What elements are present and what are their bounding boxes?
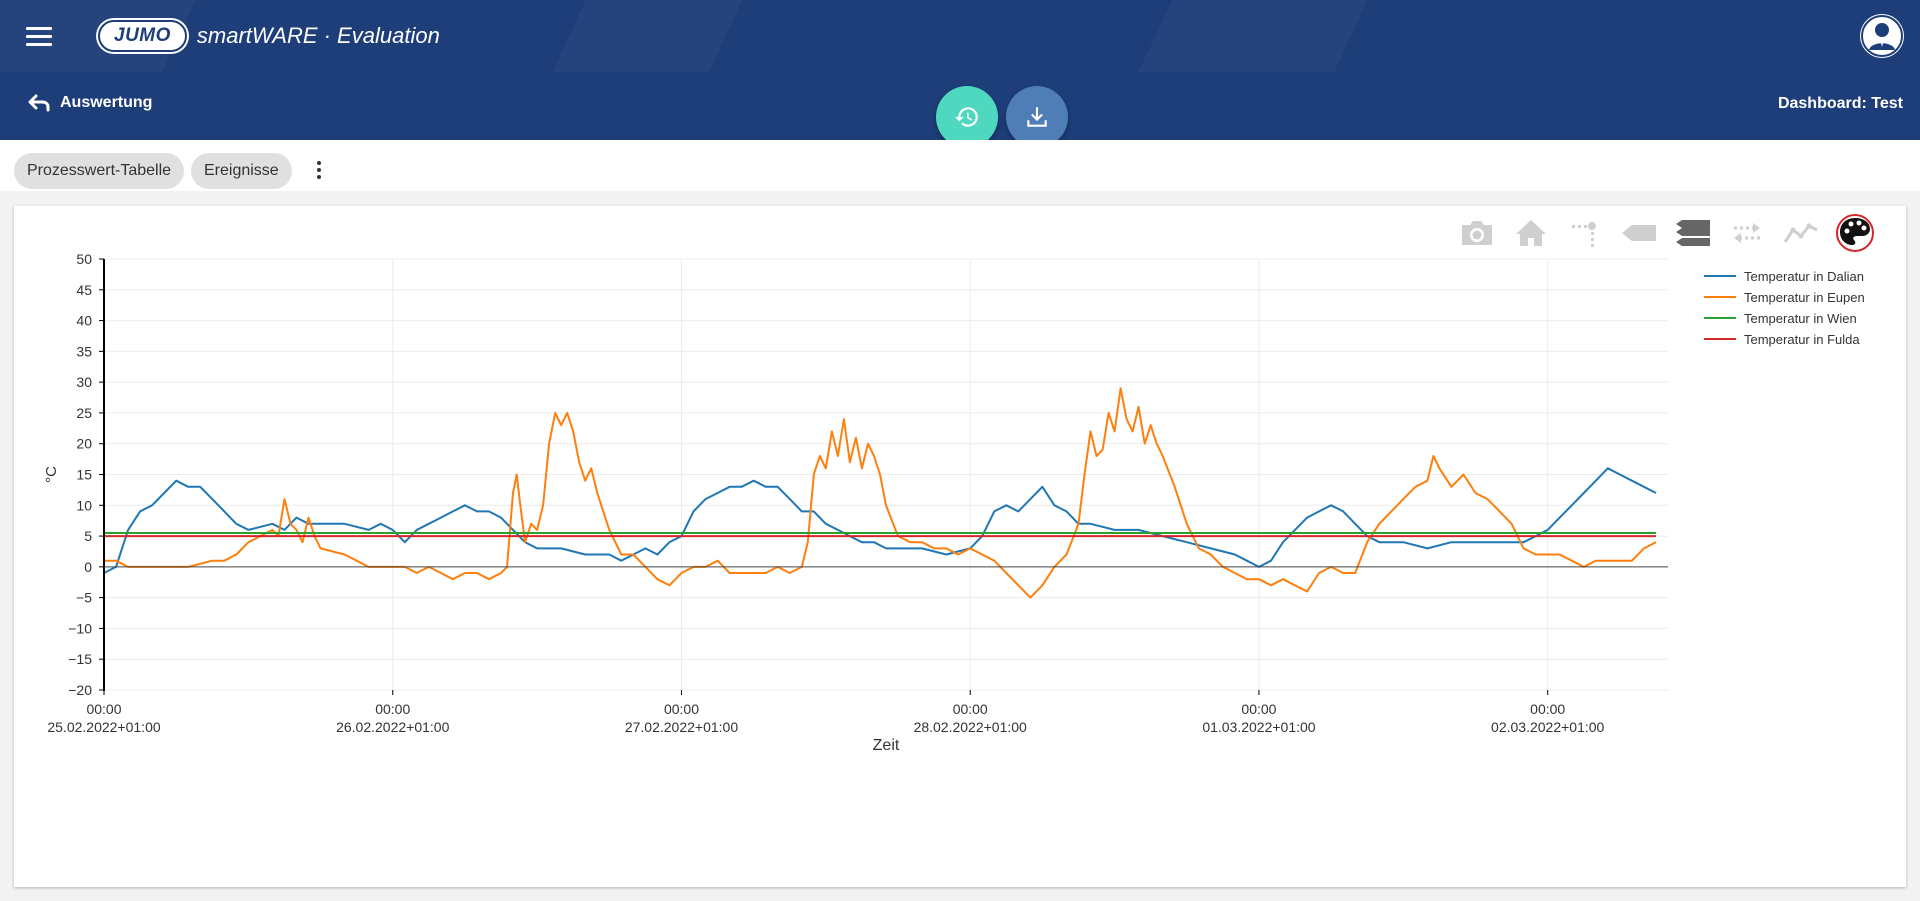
legend-item: Temperatur in Wien: [1744, 311, 1857, 326]
tab-events[interactable]: Ereignisse: [191, 153, 292, 189]
y-tick-label: 40: [76, 313, 92, 329]
y-tick-label: −10: [68, 620, 92, 636]
temperature-chart: −20 −15 −10 −5 0 5 10 15 20 25 30 35 40 45 50 00:00 25.…: [43, 251, 1865, 754]
app-title: smartWARE · Evaluation: [196, 23, 440, 48]
home-icon[interactable]: [1510, 212, 1552, 254]
dashboard-title: Dashboard: Test: [1777, 95, 1903, 112]
x-tick-date: 25.02.2022+01:00: [47, 719, 160, 735]
y-tick-label: 0: [84, 559, 92, 575]
x-tick-date: 26.02.2022+01:00: [336, 719, 449, 735]
download-button[interactable]: [1006, 86, 1068, 148]
toggle-arrows-icon[interactable]: [1726, 212, 1768, 254]
x-axis-ticks: 00:00 25.02.2022+01:00 00:00 26.02.2022+01:…: [47, 690, 1605, 735]
logo-badge: JUMO: [98, 20, 187, 52]
series-line-dalian: [103, 467, 1657, 574]
tab-process-value-table[interactable]: Prozesswert-Tabelle: [14, 153, 185, 189]
history-icon: [955, 107, 978, 127]
tab-toolbar: Prozesswert-Tabelle Ereignisse: [0, 140, 1920, 191]
x-tick-time: 00:00: [1241, 701, 1276, 717]
series-line-eupen: [104, 387, 1657, 599]
x-tick-date: 27.02.2022+01:00: [625, 719, 738, 735]
y-tick-label: 10: [76, 497, 92, 513]
hover-compare-icon[interactable]: [1672, 212, 1714, 254]
x-tick-time: 00:00: [86, 701, 121, 717]
chart-legend: Temperatur in Dalian Temperatur in Eupen T…: [1704, 269, 1865, 347]
legend-item: Temperatur in Fulda: [1744, 332, 1860, 347]
y-tick-label: −20: [68, 682, 92, 698]
chart-modebar: [1456, 212, 1876, 254]
x-tick-date: 28.02.2022+01:00: [914, 719, 1027, 735]
hover-closest-icon[interactable]: [1618, 212, 1660, 254]
y-axis-label: °C: [43, 466, 60, 483]
user-avatar-icon[interactable]: [1860, 14, 1904, 58]
y-tick-label: 20: [76, 436, 92, 452]
spike-lines-icon[interactable]: [1564, 212, 1606, 254]
camera-icon[interactable]: [1456, 212, 1498, 254]
download-icon: [1027, 107, 1047, 127]
line-mode-icon[interactable]: [1780, 212, 1822, 254]
y-tick-label: −5: [76, 590, 92, 606]
chart-series: [103, 387, 1657, 599]
back-arrow-icon: [28, 94, 50, 112]
legend-item: Temperatur in Dalian: [1744, 269, 1864, 284]
y-tick-label: 25: [76, 405, 92, 421]
y-tick-label: 35: [76, 343, 92, 359]
app-logo: JUMO smartWARE · Evaluation: [98, 20, 440, 52]
x-tick-date: 02.03.2022+01:00: [1491, 719, 1604, 735]
y-tick-label: 45: [76, 282, 92, 298]
chart-card: −20 −15 −10 −5 0 5 10 15 20 25 30 35 40 45 50 00:00 25.…: [14, 206, 1906, 887]
back-label: Auswertung: [60, 94, 153, 111]
y-tick-label: 15: [76, 467, 92, 483]
more-options-icon[interactable]: [316, 161, 322, 183]
x-tick-time: 00:00: [664, 701, 699, 717]
legend-item: Temperatur in Eupen: [1744, 290, 1865, 305]
y-tick-label: 5: [84, 528, 92, 544]
app-header: JUMO smartWARE · Evaluation: [0, 0, 1920, 72]
hamburger-menu-icon[interactable]: [26, 24, 52, 48]
back-button[interactable]: Auswertung: [28, 94, 152, 112]
x-axis-label: Zeit: [873, 737, 900, 754]
x-tick-time: 00:00: [375, 701, 410, 717]
chart-grid: [104, 258, 1668, 691]
y-tick-label: 30: [76, 374, 92, 390]
palette-icon[interactable]: [1834, 212, 1876, 254]
x-tick-time: 00:00: [953, 701, 988, 717]
history-button[interactable]: [936, 86, 998, 148]
y-tick-label: −15: [68, 651, 92, 667]
y-axis-ticks: −20 −15 −10 −5 0 5 10 15 20 25 30 35 40 45 50: [68, 251, 104, 698]
x-tick-date: 01.03.2022+01:00: [1202, 719, 1315, 735]
y-tick-label: 50: [76, 251, 92, 267]
x-tick-time: 00:00: [1530, 701, 1565, 717]
